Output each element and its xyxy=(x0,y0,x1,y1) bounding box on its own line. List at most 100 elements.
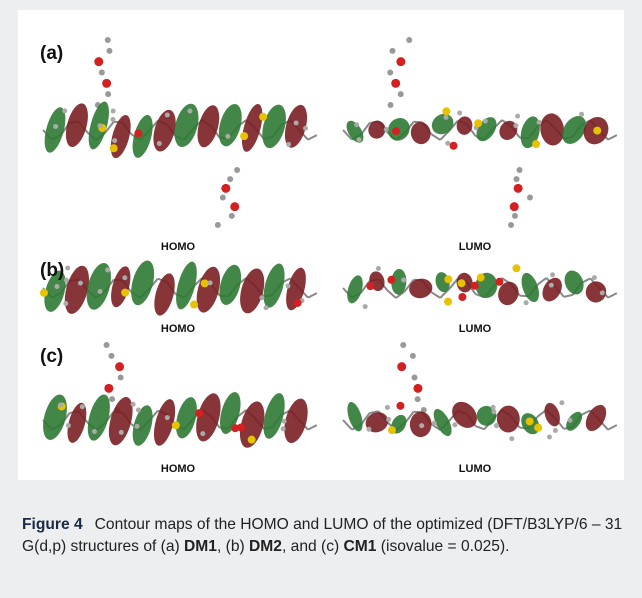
atom xyxy=(108,352,115,359)
orbital-lobe xyxy=(239,401,265,448)
caption-segment: DM2 xyxy=(249,538,282,555)
bond xyxy=(439,288,450,299)
atom xyxy=(591,275,597,281)
atom xyxy=(384,404,390,410)
atom xyxy=(164,415,170,421)
atom xyxy=(512,264,521,273)
orbital-lobe xyxy=(540,113,565,146)
orbital-lobe xyxy=(64,265,90,314)
bond xyxy=(607,292,618,299)
atom xyxy=(259,295,265,301)
panel-label: (b) xyxy=(40,260,64,281)
atom xyxy=(414,396,421,403)
atom xyxy=(546,434,552,440)
atom xyxy=(431,420,437,426)
atom xyxy=(444,297,453,306)
bond xyxy=(607,424,618,431)
atom xyxy=(134,423,140,429)
atom xyxy=(187,108,193,114)
atom xyxy=(396,401,405,410)
molecules xyxy=(39,37,618,448)
atom xyxy=(375,266,381,272)
orbital-lobe xyxy=(409,278,433,299)
atom xyxy=(552,428,558,434)
orbital-lobe xyxy=(452,401,477,428)
atom xyxy=(532,140,541,149)
atom xyxy=(515,113,521,119)
atom xyxy=(190,300,199,309)
orbital-lobe xyxy=(196,266,221,313)
caption-segment: , and (c) xyxy=(281,538,344,555)
atom xyxy=(134,129,143,138)
orbital-lobe xyxy=(542,277,562,302)
atom xyxy=(247,435,256,444)
atom xyxy=(98,69,105,76)
bond xyxy=(342,419,353,431)
orbital-lobe xyxy=(44,270,66,312)
atom xyxy=(493,423,499,429)
atom xyxy=(54,284,60,290)
atom xyxy=(444,275,453,284)
atom xyxy=(58,402,64,408)
atom xyxy=(457,279,466,288)
atom xyxy=(105,267,111,273)
figure: (a) HOMO LUMO (b) HOMO LUMO (c) HOMO LUM… xyxy=(18,10,624,480)
bond xyxy=(607,134,618,141)
orbital-lobe xyxy=(476,405,497,426)
atom xyxy=(397,362,407,372)
atom xyxy=(91,429,97,435)
orbital-lobe xyxy=(499,120,518,140)
panel-label: (c) xyxy=(40,346,63,367)
caption-text: Contour maps of the HOMO and LUMO of the… xyxy=(22,516,622,555)
atom xyxy=(63,301,69,307)
atom xyxy=(599,290,605,296)
atom xyxy=(263,305,269,311)
atom xyxy=(219,194,226,201)
atom xyxy=(495,277,504,286)
atom xyxy=(109,144,118,153)
bond xyxy=(563,293,573,298)
atom xyxy=(195,409,204,418)
atom xyxy=(214,222,221,228)
atom xyxy=(240,132,249,141)
atom xyxy=(280,426,286,432)
atom xyxy=(400,342,407,348)
atom xyxy=(207,280,213,286)
atom xyxy=(490,404,496,410)
atom xyxy=(200,279,209,288)
orbital-lobe xyxy=(365,412,389,433)
atom xyxy=(419,423,425,429)
atom xyxy=(105,91,112,98)
atom xyxy=(534,423,543,432)
atom xyxy=(227,176,234,183)
orbital-lobe xyxy=(218,103,242,147)
atom xyxy=(79,404,85,410)
bond xyxy=(448,278,459,290)
atom xyxy=(228,212,235,219)
atom xyxy=(387,275,396,284)
bond xyxy=(404,279,415,292)
atom xyxy=(118,429,124,435)
atom xyxy=(286,141,292,147)
atom xyxy=(115,362,125,372)
orbital-lobe xyxy=(391,268,407,295)
atom xyxy=(442,107,451,116)
atom xyxy=(389,47,396,54)
orbital-lobe xyxy=(284,104,308,148)
orbital-lobe xyxy=(431,113,454,135)
atom xyxy=(392,127,401,136)
atom xyxy=(259,112,268,121)
orbital-lobe xyxy=(262,104,286,149)
atom xyxy=(526,194,533,201)
atom xyxy=(65,422,71,428)
atom xyxy=(135,407,141,413)
orbital-lobe xyxy=(585,281,607,303)
atom xyxy=(387,426,396,435)
atom xyxy=(401,277,407,283)
atom xyxy=(406,37,413,43)
atom xyxy=(366,282,375,291)
atom xyxy=(567,417,573,423)
orbital-lobe xyxy=(240,268,265,314)
orbital-lobe xyxy=(197,105,220,148)
